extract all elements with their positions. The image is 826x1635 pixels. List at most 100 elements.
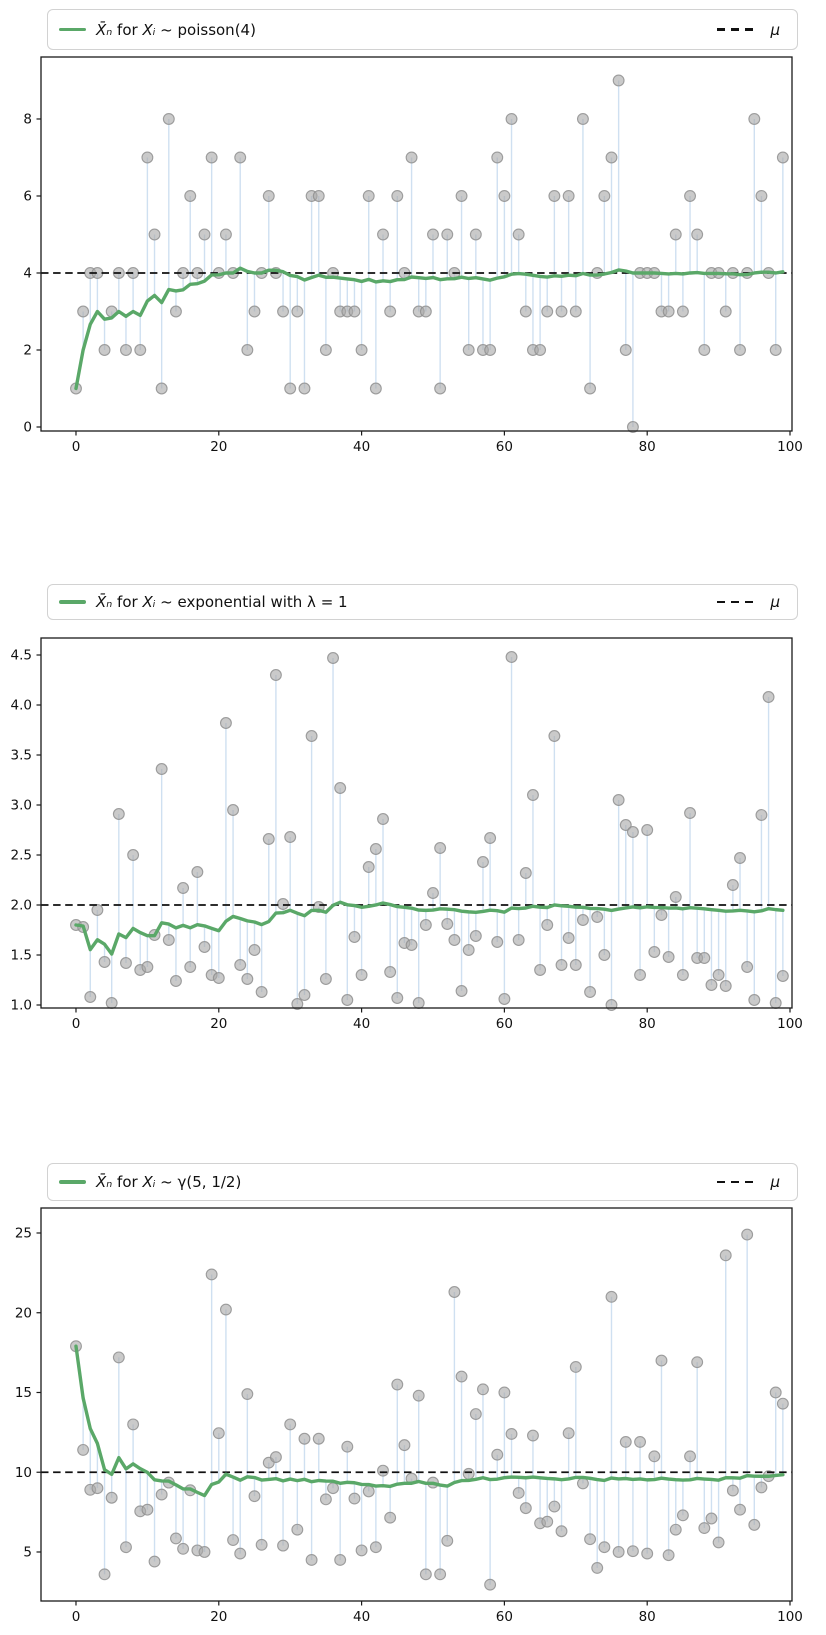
data-point bbox=[284, 382, 297, 395]
data-point bbox=[384, 1511, 397, 1524]
data-point bbox=[405, 151, 418, 164]
legend-exponential: X̄ₙ for Xᵢ ~ exponential with λ = 1 μ bbox=[47, 584, 798, 620]
data-point bbox=[512, 934, 525, 946]
data-point bbox=[491, 1448, 504, 1461]
data-point bbox=[705, 979, 718, 991]
data-point bbox=[498, 190, 511, 202]
data-point bbox=[505, 651, 518, 663]
data-point bbox=[484, 832, 497, 844]
data-point bbox=[519, 305, 532, 318]
x-tick-label: 40 bbox=[353, 439, 370, 455]
data-point bbox=[319, 344, 332, 356]
y-tick-label: 25 bbox=[15, 1226, 32, 1242]
data-point bbox=[169, 1532, 182, 1545]
data-point bbox=[434, 1568, 447, 1581]
data-point bbox=[755, 1481, 768, 1494]
data-point bbox=[669, 1523, 682, 1536]
x-tick-label: 20 bbox=[210, 1609, 227, 1625]
data-point bbox=[355, 1544, 368, 1557]
data-point bbox=[719, 1249, 732, 1262]
data-point bbox=[284, 831, 297, 843]
data-point bbox=[120, 957, 132, 969]
data-point bbox=[576, 914, 589, 926]
data-point bbox=[555, 305, 568, 318]
data-point bbox=[462, 344, 475, 356]
data-point bbox=[712, 969, 725, 981]
data-point bbox=[141, 961, 154, 973]
y-tick-label: 5 bbox=[23, 1545, 32, 1561]
data-point bbox=[341, 1440, 354, 1453]
data-point bbox=[212, 1427, 225, 1440]
data-point bbox=[412, 997, 425, 1009]
data-point bbox=[362, 861, 375, 873]
data-point bbox=[127, 849, 140, 861]
data-point bbox=[698, 1522, 711, 1535]
data-point bbox=[555, 1525, 568, 1538]
data-point bbox=[262, 833, 275, 845]
x-tick-label: 100 bbox=[777, 439, 803, 455]
data-point bbox=[748, 1518, 761, 1531]
data-point bbox=[234, 151, 247, 164]
data-point bbox=[669, 228, 682, 241]
data-point bbox=[98, 344, 111, 356]
xbar-symbol: X̄ₙ bbox=[96, 593, 113, 611]
data-point bbox=[377, 1464, 389, 1477]
data-point bbox=[434, 382, 447, 395]
y-tick-label: 4 bbox=[23, 266, 32, 282]
data-point bbox=[648, 946, 661, 958]
data-point bbox=[591, 911, 604, 923]
data-point bbox=[205, 1268, 218, 1281]
data-point bbox=[441, 1534, 454, 1547]
data-point bbox=[291, 305, 304, 318]
y-tick-label: 1.5 bbox=[11, 948, 32, 964]
data-point bbox=[455, 985, 468, 997]
data-point bbox=[441, 228, 454, 241]
data-point bbox=[734, 852, 746, 864]
data-point bbox=[162, 934, 175, 946]
data-point bbox=[234, 1547, 247, 1560]
mu-line-swatch bbox=[717, 28, 758, 31]
data-point bbox=[684, 1450, 696, 1463]
data-point bbox=[427, 887, 439, 899]
data-point bbox=[741, 1228, 754, 1241]
data-point bbox=[719, 980, 732, 992]
data-point bbox=[469, 1408, 482, 1420]
data-point bbox=[612, 794, 625, 806]
data-point bbox=[348, 931, 361, 943]
data-point bbox=[691, 228, 704, 241]
data-point bbox=[291, 998, 304, 1010]
data-point bbox=[298, 382, 311, 395]
data-point bbox=[141, 151, 154, 164]
mean-line-swatch bbox=[59, 1180, 86, 1184]
data-point bbox=[598, 190, 611, 202]
data-point bbox=[691, 1356, 704, 1369]
data-point bbox=[491, 151, 504, 164]
data-point bbox=[505, 1428, 518, 1440]
data-point bbox=[776, 970, 789, 982]
data-point bbox=[562, 1427, 575, 1440]
data-point bbox=[262, 190, 275, 202]
data-point bbox=[312, 1432, 325, 1445]
y-tick-label: 0 bbox=[23, 420, 32, 436]
data-point bbox=[477, 856, 489, 868]
data-point bbox=[748, 113, 761, 125]
data-point bbox=[327, 652, 339, 664]
data-point bbox=[77, 305, 90, 318]
xbar-symbol: X̄ₙ bbox=[96, 1173, 113, 1191]
data-point bbox=[541, 919, 554, 931]
data-point bbox=[212, 972, 225, 984]
data-point bbox=[319, 973, 332, 985]
data-point bbox=[598, 949, 611, 961]
data-point bbox=[198, 941, 211, 953]
data-point bbox=[284, 1418, 297, 1431]
data-point bbox=[227, 804, 240, 816]
x-tick-label: 60 bbox=[496, 1609, 513, 1625]
stems bbox=[82, 657, 784, 1005]
chart-2: 0 20 40 60 80 100 5 10 15 20 25 bbox=[15, 1207, 803, 1625]
data-point bbox=[712, 1536, 725, 1549]
data-point bbox=[519, 1502, 532, 1515]
x-tick-label: 0 bbox=[72, 1609, 81, 1625]
distribution-label: ~ exponential with λ = 1 bbox=[155, 593, 348, 611]
data-point bbox=[655, 909, 668, 921]
